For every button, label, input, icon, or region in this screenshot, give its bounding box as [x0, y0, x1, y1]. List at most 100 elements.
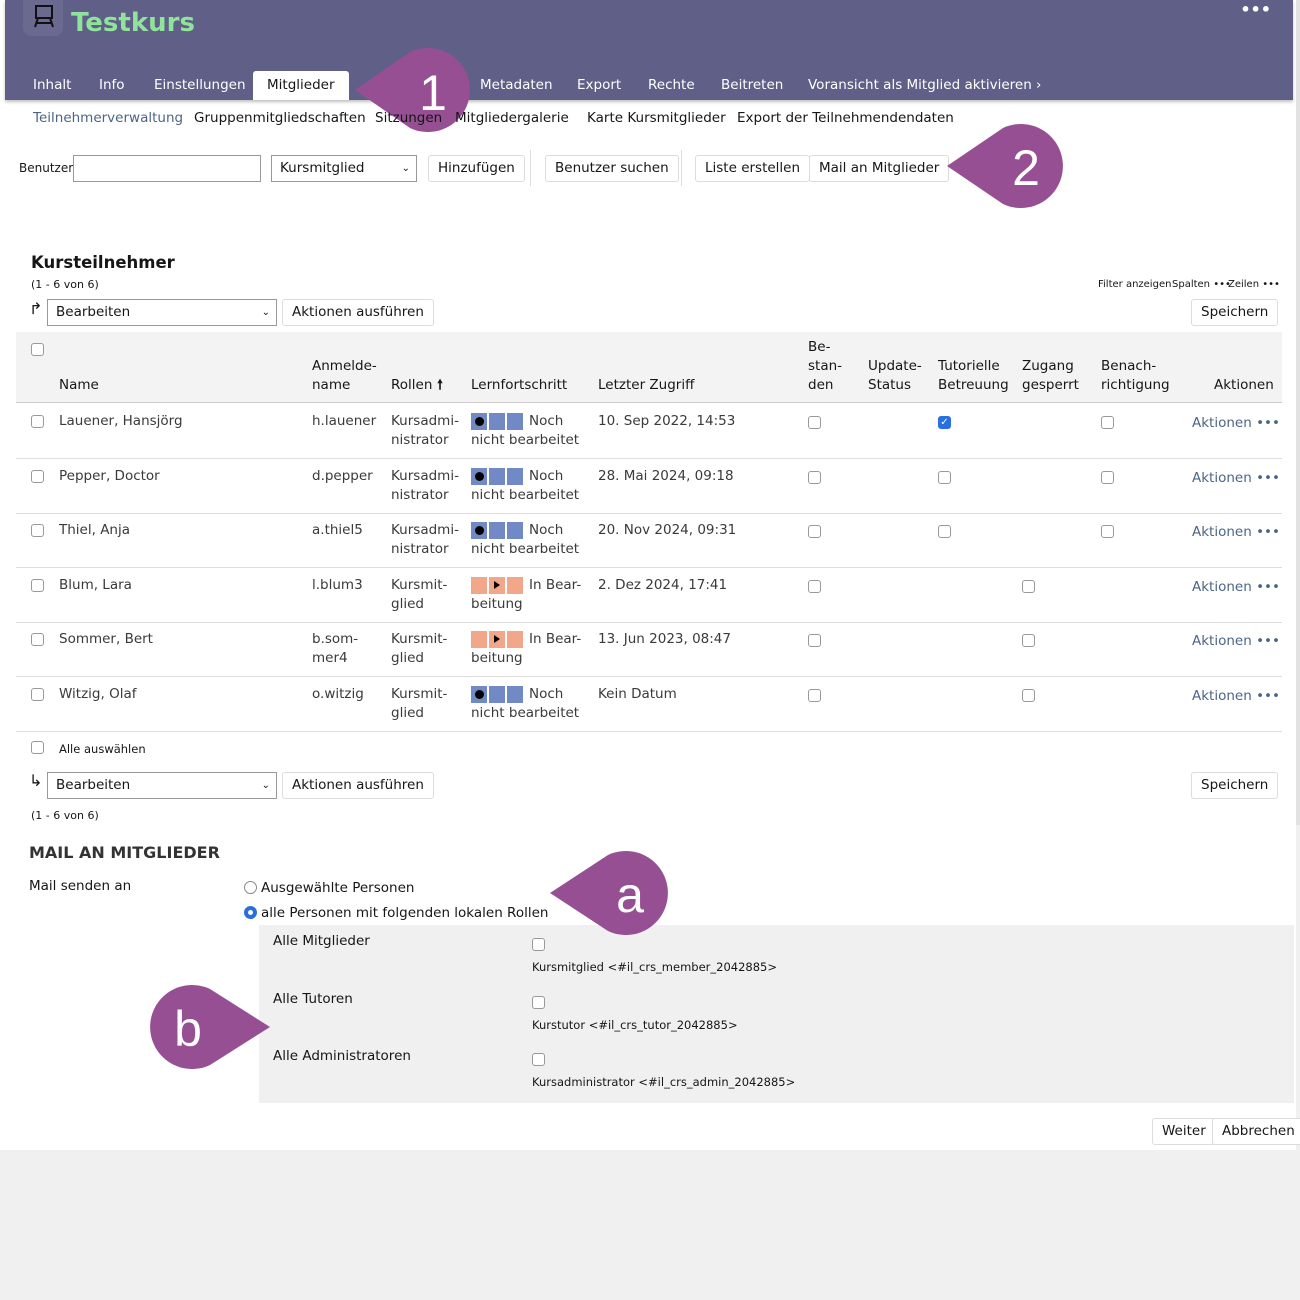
row-checkbox[interactable]	[31, 688, 44, 701]
column-header-roles[interactable]: Rollen 🠕	[391, 377, 443, 393]
role-checkbox[interactable]	[532, 995, 545, 1009]
notification-checkbox[interactable]	[1101, 470, 1114, 484]
tab-info[interactable]: Info	[99, 77, 125, 93]
blocked-checkbox[interactable]	[1022, 579, 1035, 593]
progress-segment	[507, 413, 523, 430]
columns-button[interactable]: Spalten •••	[1172, 279, 1231, 290]
tab-einstellungen[interactable]: Einstellungen	[154, 77, 246, 93]
last-access: 2. Dez 2024, 17:41	[598, 576, 728, 593]
tab-metadaten[interactable]: Metadaten	[480, 77, 553, 93]
cancel-button[interactable]: Abbrechen	[1212, 1118, 1300, 1145]
progress-status: Noch nicht bearbeitet	[471, 467, 580, 503]
row-actions-menu[interactable]: Aktionen •••	[1192, 469, 1280, 486]
search-user-button[interactable]: Benutzer suchen	[545, 155, 679, 182]
subtab-teilnehmerverwaltung[interactable]: Teilnehmerverwaltung	[33, 110, 184, 126]
progress-not-started-icon	[471, 686, 523, 703]
row-checkbox[interactable]	[31, 633, 44, 647]
row-checkbox[interactable]	[31, 415, 44, 428]
tutor-checkbox[interactable]	[938, 470, 951, 484]
column-header-tutor[interactable]: Tutorielle Betreuung	[938, 358, 1009, 393]
tab-beitreten[interactable]: Beitreten	[721, 77, 784, 93]
subtab-sitzungen[interactable]: Sitzungen	[375, 110, 443, 126]
save-button-top[interactable]: Speichern	[1191, 299, 1279, 326]
blocked-checkbox[interactable]	[1022, 689, 1035, 702]
column-header-actions[interactable]: Aktionen	[1214, 377, 1274, 393]
progress-segment	[489, 522, 505, 540]
table-count-bottom: (1 - 6 von 6)	[31, 809, 99, 822]
row-checkbox[interactable]	[31, 524, 44, 538]
subtab-gruppenmitgliedschaften[interactable]: Gruppenmitgliedschaften	[194, 110, 366, 126]
more-icon[interactable]: •••	[1240, 0, 1271, 19]
progress-segment	[471, 467, 487, 485]
column-header-name[interactable]: Name	[59, 377, 99, 393]
progress-segment	[489, 467, 505, 485]
row-actions-menu[interactable]: Aktionen •••	[1192, 633, 1280, 650]
passed-checkbox[interactable]	[808, 579, 821, 593]
notification-checkbox[interactable]	[1101, 416, 1114, 429]
select-all-checkbox-header[interactable]	[31, 343, 44, 356]
filter-toggle[interactable]: Filter anzeigen	[1098, 279, 1172, 290]
mail-members-button[interactable]: Mail an Mitglieder	[809, 155, 950, 182]
row-actions-menu[interactable]: Aktionen •••	[1192, 415, 1280, 431]
save-button-bottom[interactable]: Speichern	[1191, 772, 1279, 799]
row-checkbox[interactable]	[31, 578, 44, 592]
subtab-export[interactable]: Export der Teilnehmendendaten	[737, 110, 954, 126]
passed-checkbox[interactable]	[808, 689, 821, 702]
add-button[interactable]: Hinzufügen	[428, 155, 525, 182]
radio-selected-persons[interactable]	[244, 881, 257, 894]
passed-checkbox[interactable]	[808, 634, 821, 648]
rows-button[interactable]: Zeilen •••	[1228, 279, 1280, 290]
tab-mitglieder[interactable]: Mitglieder	[253, 71, 349, 100]
scrollbar[interactable]	[1296, 0, 1300, 825]
arrow-turn-down-icon: ↳	[29, 771, 43, 790]
radio-local-roles[interactable]	[244, 906, 257, 919]
role-checkbox[interactable]	[532, 938, 545, 951]
tutor-checkbox[interactable]: ✓	[938, 416, 951, 429]
tutor-checkbox[interactable]	[938, 525, 951, 539]
row-checkbox[interactable]	[31, 469, 44, 483]
column-header-access[interactable]: Letzter Zugriff	[598, 377, 695, 393]
progress-status: In Bear- beitung	[471, 631, 582, 667]
blocked-checkbox[interactable]	[1022, 634, 1035, 648]
tab-rechte[interactable]: Rechte	[648, 77, 695, 93]
column-header-progress[interactable]: Lernfortschritt	[471, 377, 568, 393]
subtab-karte[interactable]: Karte Kursmitglieder	[587, 110, 726, 126]
member-name: Blum, Lara	[59, 576, 132, 593]
run-actions-button-bottom[interactable]: Aktionen ausführen	[282, 772, 434, 799]
tab-export[interactable]: Export	[577, 77, 622, 93]
login-name: l.blum3	[312, 576, 363, 593]
user-input[interactable]	[73, 155, 261, 182]
action-select-bottom[interactable]: Bearbeiten ⌄	[47, 772, 277, 799]
column-header-passed[interactable]: Be- stan- den	[808, 339, 843, 393]
row-actions-menu[interactable]: Aktionen •••	[1192, 688, 1280, 704]
user-label: Benutzer	[19, 161, 74, 175]
progress-segment	[471, 522, 487, 540]
role: Kursadmi- nistrator	[391, 413, 459, 448]
column-header-notify[interactable]: Benach- richtigung	[1101, 358, 1170, 393]
passed-checkbox[interactable]	[808, 470, 821, 484]
row-actions-menu[interactable]: Aktionen •••	[1192, 578, 1280, 595]
subtab-mitgliedergalerie[interactable]: Mitgliedergalerie	[455, 110, 569, 126]
column-header-blocked[interactable]: Zugang gesperrt	[1022, 358, 1079, 393]
last-access: Kein Datum	[598, 686, 677, 702]
role-checkbox[interactable]	[532, 1053, 545, 1066]
passed-checkbox[interactable]	[808, 525, 821, 539]
role-description: Kursmitglied <#il_crs_member_2042885>	[532, 960, 777, 974]
progress-segment	[507, 631, 523, 649]
create-list-button[interactable]: Liste erstellen	[695, 155, 811, 182]
role-select[interactable]: Kursmitglied ⌄	[271, 155, 417, 182]
svg-text:2: 2	[1012, 140, 1040, 196]
row-actions-menu[interactable]: Aktionen •••	[1192, 524, 1280, 541]
select-all-checkbox[interactable]	[31, 741, 44, 754]
notification-checkbox[interactable]	[1101, 525, 1114, 539]
column-header-login[interactable]: Anmelde- name	[312, 358, 377, 393]
run-actions-button-top[interactable]: Aktionen ausführen	[282, 299, 434, 326]
tab-inhalt[interactable]: Inhalt	[33, 77, 72, 93]
passed-checkbox[interactable]	[808, 416, 821, 429]
tab-voransicht[interactable]: Voransicht als Mitglied aktivieren ›	[808, 77, 1042, 93]
role-label: Alle Mitglieder	[273, 933, 370, 949]
progress-in-progress-icon	[471, 631, 523, 649]
column-header-update[interactable]: Update- Status	[868, 358, 922, 393]
action-select-top[interactable]: Bearbeiten ⌄	[47, 299, 277, 326]
